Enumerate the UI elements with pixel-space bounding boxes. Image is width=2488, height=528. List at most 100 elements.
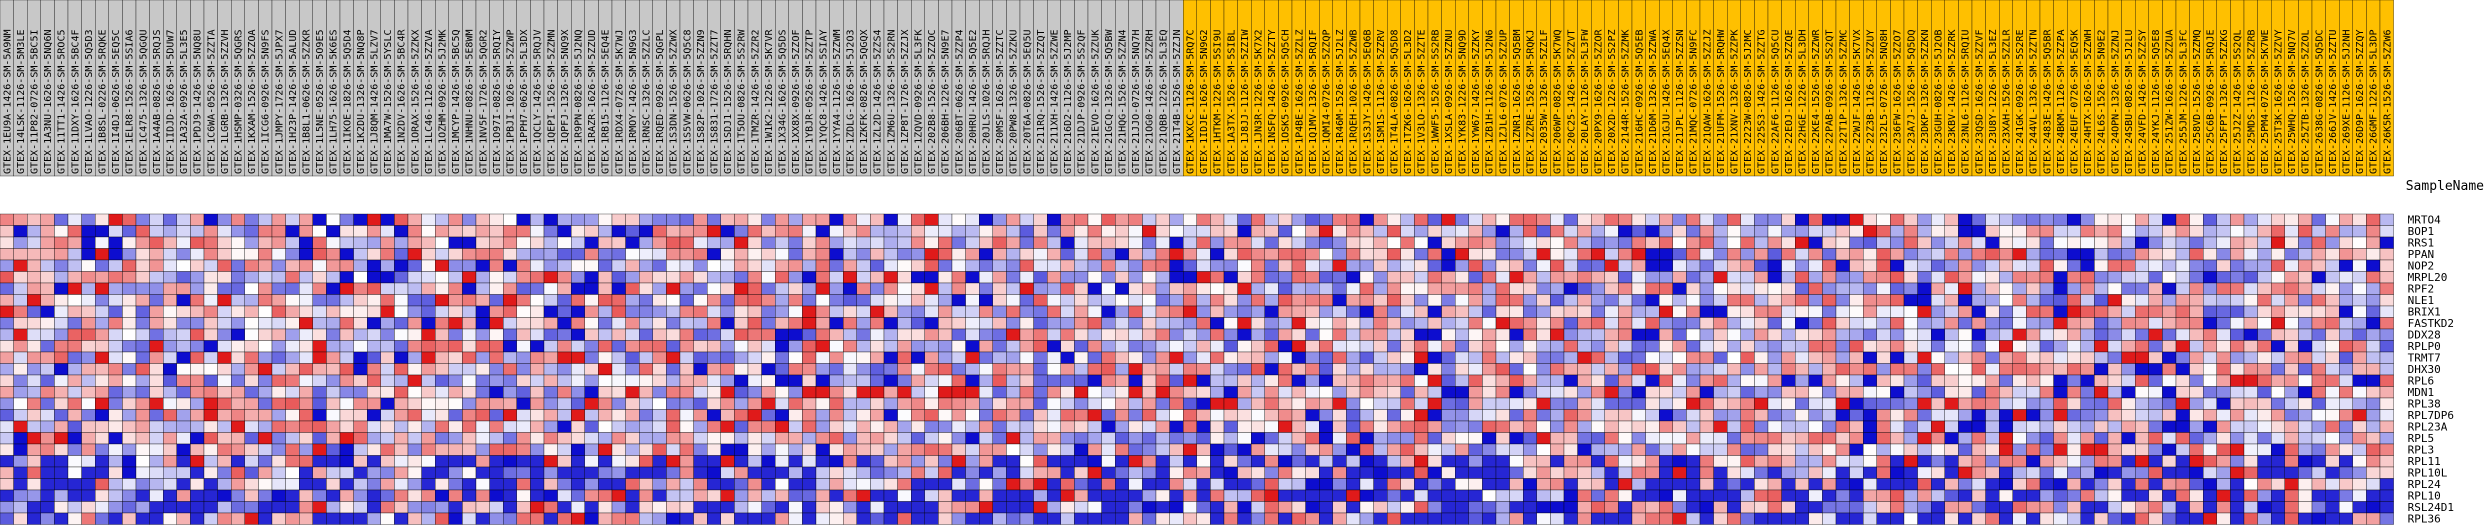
heatmap-cell <box>2012 248 2027 261</box>
heatmap-cell <box>1835 305 1850 318</box>
column-label: GTEX-2223W-0826-SM-5J2MC <box>1743 30 1754 175</box>
heatmap-cell <box>1346 259 1361 272</box>
heatmap-cell <box>1917 213 1932 226</box>
heatmap-cell <box>448 271 463 284</box>
heatmap-cell <box>1591 420 1605 433</box>
heatmap-cell <box>693 512 708 525</box>
column-label: GTEX-1LVAO-1226-SM-5Q5D3 <box>84 30 95 175</box>
heatmap-cell <box>1169 351 1184 364</box>
heatmap-cell <box>1686 328 1701 341</box>
heatmap-cell <box>2026 271 2041 284</box>
heatmap-cell <box>1523 478 1537 491</box>
heatmap-cell <box>951 478 966 491</box>
heatmap-cell <box>285 363 300 376</box>
heatmap-cell <box>1019 225 1034 238</box>
heatmap-cell <box>938 271 953 284</box>
heatmap-cell <box>1727 305 1741 318</box>
heatmap-cell <box>815 282 830 295</box>
heatmap-cell <box>95 443 109 456</box>
heatmap-cell <box>1523 328 1537 341</box>
heatmap-cell <box>1101 420 1116 433</box>
heatmap-cell <box>652 512 667 525</box>
heatmap-cell <box>1727 328 1741 341</box>
heatmap-cell <box>897 259 912 272</box>
heatmap-cell <box>285 236 300 249</box>
heatmap-cell <box>2026 478 2041 491</box>
heatmap-cell <box>1414 225 1429 238</box>
heatmap-cell <box>489 282 504 295</box>
heatmap-cell <box>666 236 681 249</box>
heatmap-cell <box>2216 248 2231 261</box>
heatmap-cell <box>462 443 477 456</box>
heatmap-cell <box>1903 501 1918 514</box>
heatmap-cell <box>1604 455 1619 468</box>
heatmap-cell <box>1264 397 1279 410</box>
heatmap-cell <box>1727 213 1741 226</box>
heatmap-cell <box>1373 489 1388 502</box>
heatmap-cell <box>1849 374 1864 387</box>
heatmap-cell <box>1414 420 1429 433</box>
heatmap-cell <box>747 397 762 410</box>
heatmap-cell <box>13 443 28 456</box>
heatmap-cell <box>2175 351 2190 364</box>
heatmap-cell <box>775 386 789 399</box>
heatmap-cell <box>1509 386 1524 399</box>
heatmap-cell <box>2352 213 2367 226</box>
heatmap-cell <box>829 443 844 456</box>
heatmap-cell <box>258 466 273 479</box>
heatmap-cell <box>2230 455 2245 468</box>
heatmap-cell <box>1944 466 1959 479</box>
heatmap-cell <box>1767 386 1782 399</box>
heatmap-cell <box>2053 271 2068 284</box>
heatmap-cell <box>911 225 925 238</box>
heatmap-cell <box>1985 455 2000 468</box>
heatmap-cells <box>0 213 2394 525</box>
heatmap-cell <box>1291 294 1306 307</box>
heatmap-cell <box>271 328 286 341</box>
column-label: GTEX-24EUF-0726-SM-5EQ5K <box>2070 30 2081 175</box>
heatmap-cell <box>1849 455 1864 468</box>
heatmap-cell <box>1400 501 1415 514</box>
heatmap-cell <box>1781 248 1796 261</box>
column-label: GTEX-1C6WA-0526-SM-5ZZTA <box>206 30 217 174</box>
heatmap-cell <box>1645 489 1660 502</box>
heatmap-cell <box>1618 305 1633 318</box>
heatmap-cell <box>2148 443 2163 456</box>
heatmap-cell <box>1223 340 1238 353</box>
heatmap-cell <box>625 351 640 364</box>
column-label: GTEX-25WHQ-1526-SM-5NQ7V <box>2287 30 2298 175</box>
heatmap-cell <box>1400 271 1415 284</box>
heatmap-cell <box>516 351 531 364</box>
heatmap-cell <box>135 432 150 445</box>
heatmap-cell <box>1536 294 1551 307</box>
heatmap-cell <box>1740 213 1755 226</box>
heatmap-cell <box>2080 386 2095 399</box>
heatmap-cell <box>2284 443 2299 456</box>
heatmap-cell <box>1319 294 1333 307</box>
heatmap-cell <box>1591 363 1605 376</box>
heatmap-cell <box>2352 397 2367 410</box>
heatmap-cell <box>2230 259 2245 272</box>
heatmap-cell <box>897 432 912 445</box>
heatmap-cell <box>965 374 980 387</box>
heatmap-cell <box>1563 489 1578 502</box>
heatmap-cell <box>339 432 354 445</box>
heatmap-cell <box>95 386 109 399</box>
heatmap-cell <box>217 466 232 479</box>
heatmap-cell <box>625 282 640 295</box>
heatmap-cell <box>108 317 123 330</box>
heatmap-cell <box>299 225 313 238</box>
heatmap-cell <box>271 305 286 318</box>
heatmap-cell <box>693 271 708 284</box>
heatmap-cell <box>1699 340 1714 353</box>
heatmap-cell <box>2135 455 2149 468</box>
heatmap-cell <box>1128 374 1143 387</box>
heatmap-cell <box>1264 351 1279 364</box>
heatmap-cell <box>1985 294 2000 307</box>
heatmap-cell <box>2189 225 2204 238</box>
heatmap-cell <box>244 478 259 491</box>
heatmap-cell <box>285 374 300 387</box>
heatmap-cell <box>475 259 490 272</box>
heatmap-cell <box>1482 443 1497 456</box>
heatmap-cell <box>353 236 368 249</box>
